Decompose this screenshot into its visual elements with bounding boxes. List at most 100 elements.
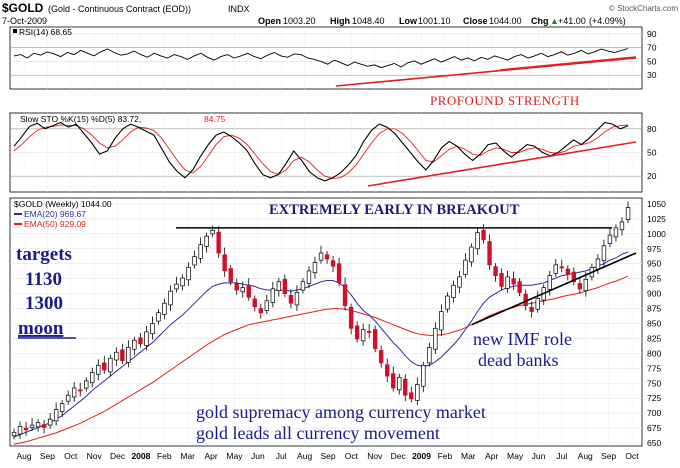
candle-body — [59, 403, 65, 412]
rsi-tick-label: 30 — [647, 70, 657, 80]
candle-body — [300, 281, 306, 291]
candle-body — [336, 263, 342, 284]
candle-body — [282, 278, 288, 294]
candle-body — [198, 244, 203, 259]
rsi-legend-swatch — [13, 29, 17, 33]
price-tick-label: 1000 — [647, 229, 666, 239]
candle-body — [258, 308, 264, 314]
stochastic-k-line — [13, 121, 629, 182]
candle-body — [234, 283, 239, 291]
support-trendline — [471, 252, 637, 326]
price-tick-label: 700 — [647, 408, 661, 418]
price-legend: $GOLD (Weekly) 1044.00 EMA(20) 969.67 EM… — [14, 199, 112, 229]
chg-percent: (+4.09%) — [589, 16, 626, 26]
stochastic-tick-label: 20 — [647, 171, 657, 181]
candle-body — [252, 298, 257, 308]
candle-body — [607, 234, 613, 244]
stochastic-d-line — [13, 124, 629, 180]
price-tick-label: 725 — [647, 393, 661, 403]
annotation-target-1300: 1300 — [25, 293, 63, 314]
annotation-imf: new IMF role — [473, 329, 572, 349]
x-tick-label: Apr — [204, 451, 217, 461]
price-tick-label: 950 — [647, 259, 661, 269]
x-tick-label: Mar — [180, 451, 195, 461]
candle-body — [11, 431, 17, 437]
symbol-title: $GOLD — [2, 1, 44, 15]
candle-body — [378, 350, 384, 364]
candle-body — [613, 227, 619, 238]
annotation-breakout: EXTREMELY EARLY IN BREAKOUT — [269, 202, 520, 218]
candle-body — [511, 278, 516, 285]
price-tick-label: 825 — [647, 333, 661, 343]
tick-labels: 90 70 50 30 80 50 20 1050 1025 1000 975 950 925 900 87… — [16, 29, 666, 461]
candle-body — [342, 284, 348, 306]
candle-body — [595, 258, 601, 270]
x-tick-label: Aug — [578, 451, 593, 461]
price-tick-label: 875 — [647, 304, 661, 314]
stochastic-legend-d: 84.75 — [204, 114, 226, 124]
candle-body — [565, 268, 571, 275]
stochastic-tick-label: 50 — [647, 148, 657, 158]
rsi-tick-label: 70 — [647, 43, 657, 53]
grid-lines — [10, 27, 642, 446]
ema20-legend-text: EMA(20) 969.67 — [24, 209, 86, 219]
candle-body — [186, 266, 191, 281]
annotation-supremacy-1: gold supremacy among currency market — [196, 402, 486, 422]
candle-body — [619, 221, 625, 231]
candle-body — [35, 422, 41, 428]
x-tick-label: Feb — [157, 451, 172, 461]
chg-label: Chg — [531, 16, 549, 26]
price-tick-label: 1025 — [647, 214, 666, 224]
price-tick-label: 650 — [647, 438, 661, 448]
candle-body — [577, 283, 583, 290]
candle-body — [108, 357, 113, 373]
candle-body — [469, 246, 474, 263]
candle-body — [427, 347, 432, 364]
candle-body — [246, 284, 251, 298]
rsi-tick-label: 90 — [647, 29, 657, 39]
rsi-legend: RSI(14) 68.65 — [13, 27, 72, 37]
candle-body — [180, 277, 185, 287]
candle-body — [138, 337, 143, 345]
rsi-line — [13, 48, 629, 69]
rsi-legend-text: RSI(14) 68.65 — [19, 27, 72, 37]
candle-body — [439, 311, 444, 331]
candle-body — [240, 287, 245, 293]
stochastic-trendline — [367, 141, 637, 187]
candle-body — [481, 229, 486, 241]
chg-value: +41.00 — [558, 16, 586, 26]
ema50-legend-swatch — [14, 223, 22, 225]
price-tick-label: 800 — [647, 348, 661, 358]
low-value: 1001.10 — [418, 16, 451, 26]
candle-body — [204, 235, 209, 247]
candle-body — [433, 327, 438, 350]
candle-body — [96, 364, 101, 375]
candle-body — [366, 330, 372, 333]
x-tick-label: Apr — [485, 451, 498, 461]
candle-body — [71, 387, 77, 398]
x-tick-label: Jun — [532, 451, 546, 461]
x-tick-label: Sep — [40, 451, 55, 461]
candle-body — [132, 339, 137, 350]
annotation-target-moon: moon — [18, 318, 64, 339]
x-tick-label: May — [507, 451, 524, 461]
open-value: 1003.20 — [283, 16, 316, 26]
candle-body — [222, 254, 227, 272]
candle-body — [150, 323, 155, 335]
ema50-legend-text: EMA(50) 929.09 — [24, 219, 86, 229]
close-label: Close — [463, 16, 488, 26]
x-tick-label: Mar — [461, 451, 476, 461]
candle-body — [324, 254, 330, 260]
stochastic-tick-label: 80 — [647, 124, 657, 134]
chart-date: 7-Oct-2009 — [2, 16, 47, 26]
candle-body — [385, 364, 390, 377]
high-label: High — [330, 16, 350, 26]
candle-body — [348, 307, 354, 329]
candle-body — [451, 284, 456, 299]
price-tick-label: 850 — [647, 318, 661, 328]
candle-body — [463, 259, 468, 275]
candle-body — [228, 268, 233, 282]
ema20-legend-swatch — [14, 213, 22, 215]
close-value: 1044.00 — [489, 16, 522, 26]
